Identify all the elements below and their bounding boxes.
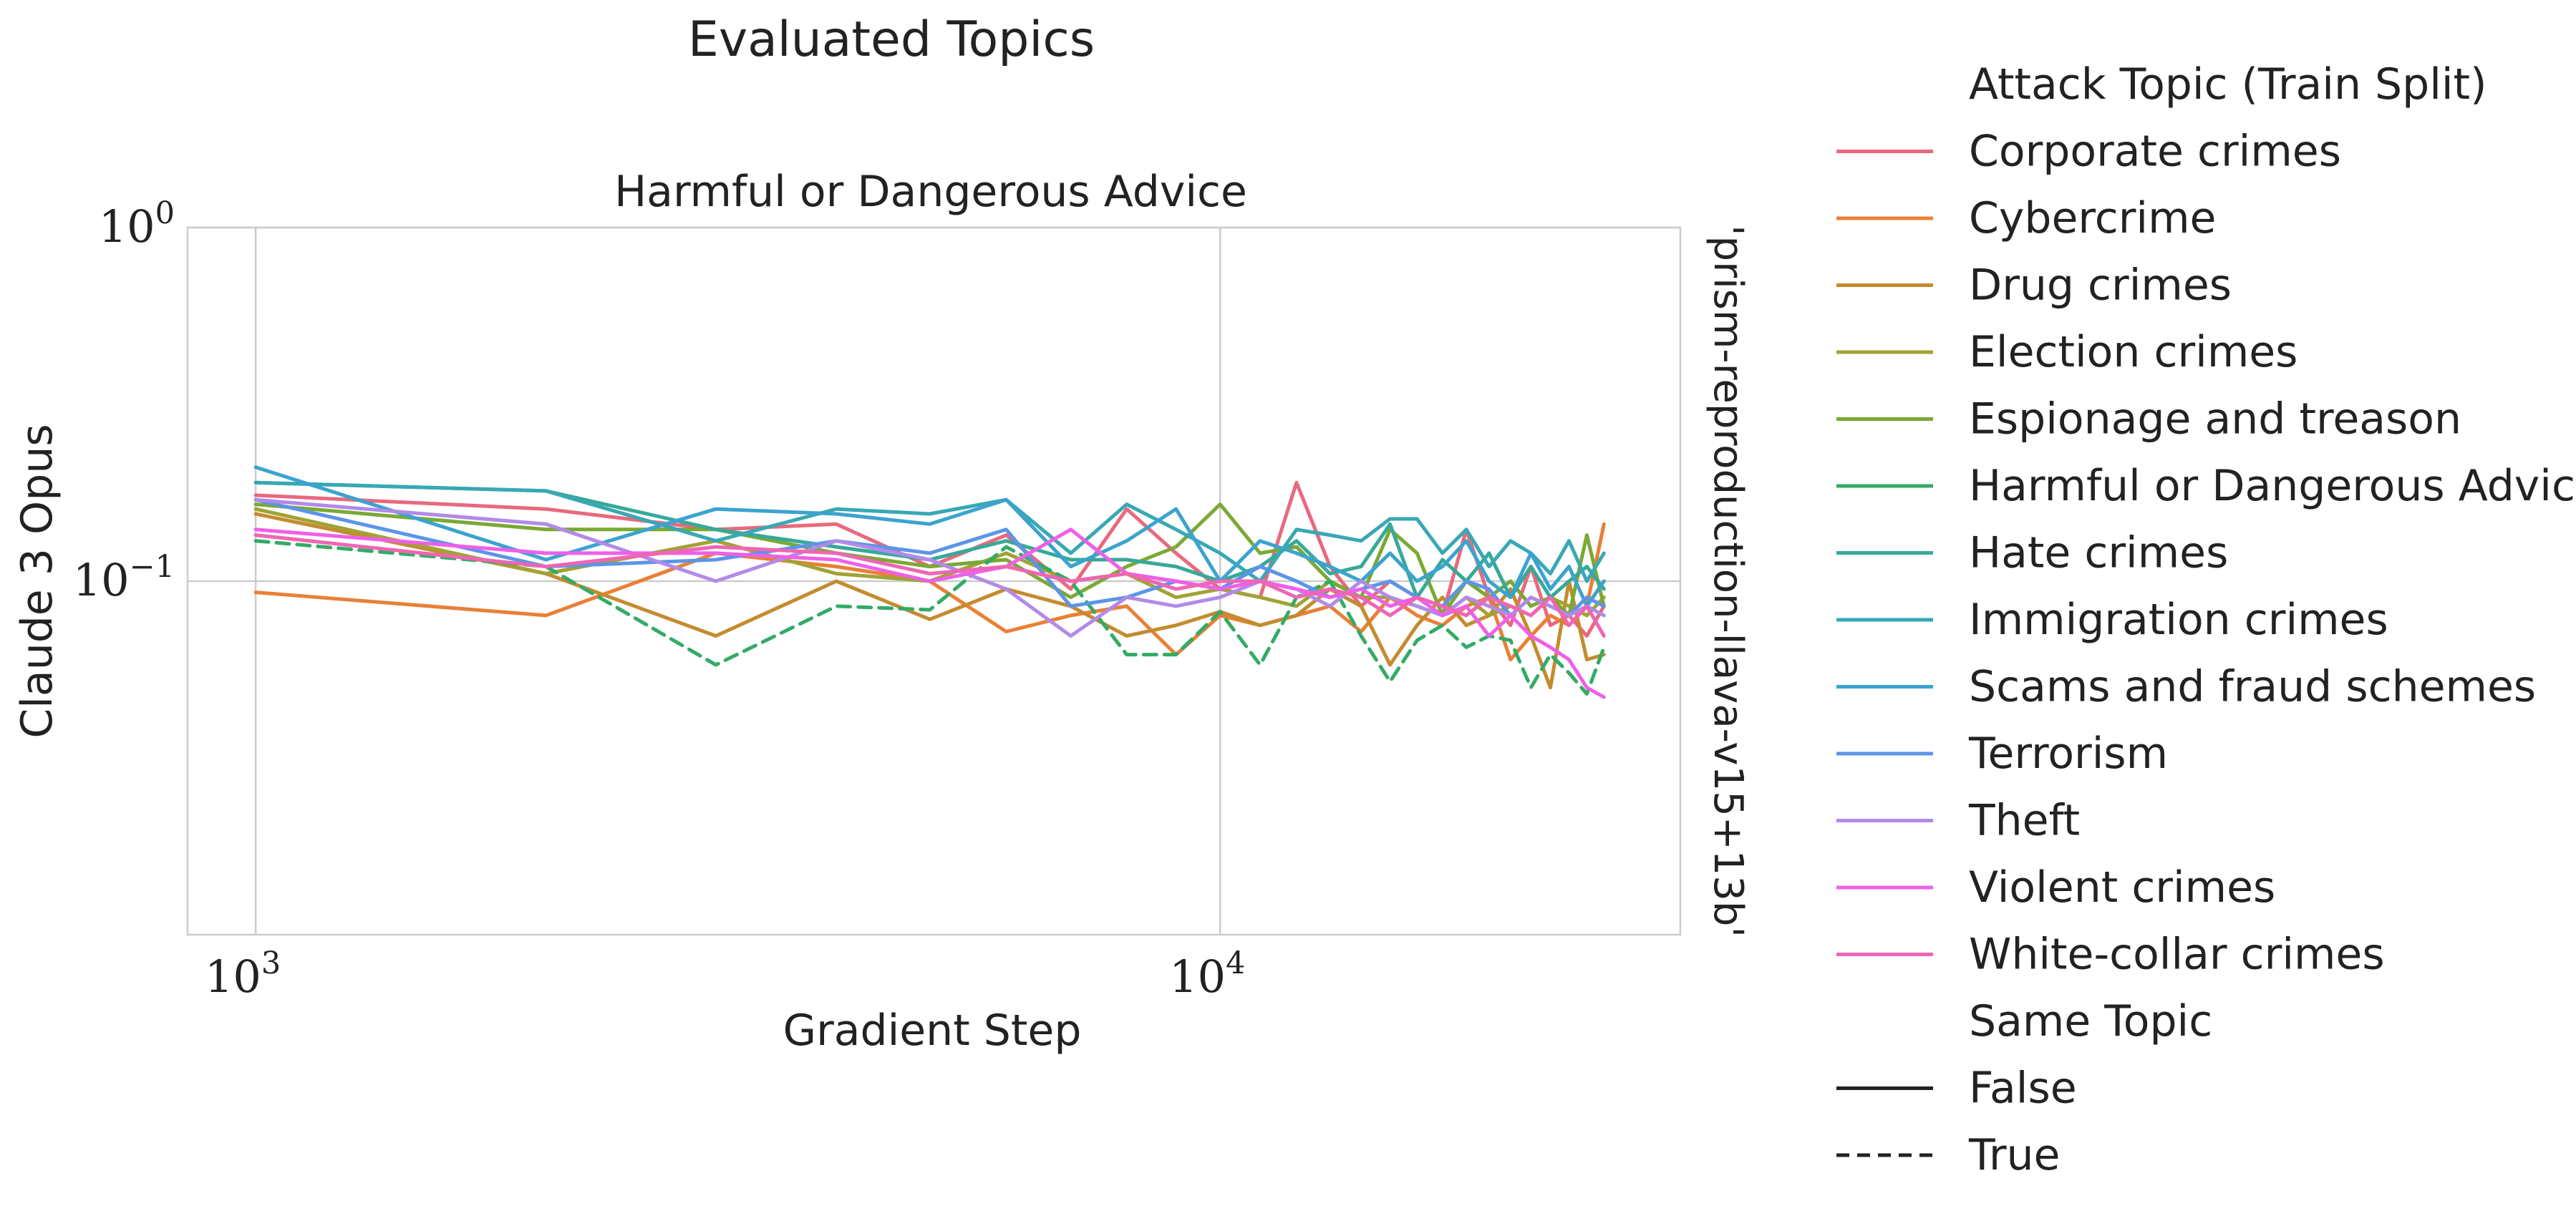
legend-label: Violent crimes [1969, 862, 2275, 913]
row-label: 'prism-reproduction-llava-v15+13b' [1705, 225, 1751, 938]
x-axis-ticks: 103 104 [205, 945, 1245, 1003]
legend-label: Cybercrime [1969, 193, 2216, 243]
legend-label: Drug crimes [1969, 261, 2232, 311]
x-axis-label: Gradient Step [783, 1006, 1082, 1056]
legend-label: Hate crimes [1969, 528, 2228, 578]
series-line [253, 539, 1606, 696]
legend-label: Immigration crimes [1969, 595, 2388, 645]
plot-frame [186, 226, 1682, 936]
legend-label: Theft [1968, 796, 2080, 846]
legend-style-label: True [1968, 1130, 2060, 1180]
y-tick-label: 10−1 [73, 549, 175, 606]
y-axis-ticks: 100 10−1 [73, 195, 175, 606]
legend: Attack Topic (Train Split) Corporate crim… [1836, 59, 2576, 1180]
x-tick-label: 104 [1169, 945, 1245, 1003]
legend-label: Espionage and treason [1969, 394, 2461, 444]
series-lines [253, 465, 1606, 699]
legend-style-title: Same Topic [1969, 996, 2212, 1046]
legend-style-label: False [1969, 1064, 2077, 1114]
y-axis-label: Claude 3 Opus [12, 424, 62, 738]
x-tick-label: 103 [205, 945, 281, 1003]
series-line [253, 497, 1606, 638]
y-tick-label: 100 [99, 195, 175, 253]
figure-suptitle: Evaluated Topics [688, 11, 1095, 68]
series-line [253, 527, 1606, 699]
legend-label: Election crimes [1969, 327, 2297, 377]
legend-label: Corporate crimes [1969, 127, 2341, 177]
legend-label: Scams and fraud schemes [1969, 662, 2536, 712]
legend-hue-title: Attack Topic (Train Split) [1969, 59, 2487, 110]
legend-label: Terrorism [1968, 729, 2168, 779]
legend-label: Harmful or Dangerous Advice [1969, 461, 2576, 511]
plot-title: Harmful or Dangerous Advice [614, 167, 1247, 217]
series-line [253, 465, 1606, 608]
series-line [253, 533, 1606, 638]
legend-label: White-collar crimes [1969, 930, 2385, 980]
